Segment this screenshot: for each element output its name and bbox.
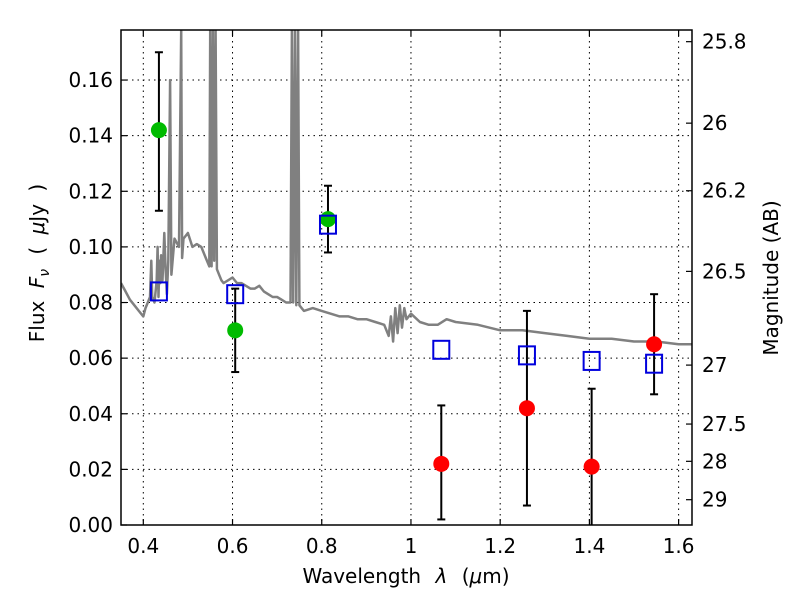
y-tick-label: 0.12 <box>68 179 113 203</box>
nir-flux-point <box>583 458 600 475</box>
y-axis-label-mu: μ <box>25 222 49 236</box>
magnitude-tick-label: 26.2 <box>702 179 747 203</box>
y-tick-label: 0.06 <box>68 346 113 370</box>
magnitude-tick-label: 26 <box>702 111 727 135</box>
y-axis-label-word: Flux <box>25 300 49 342</box>
nir-flux-point <box>518 400 535 417</box>
x-axis-label-word: Wavelength <box>302 564 421 588</box>
x-tick-label: 0.6 <box>217 534 249 558</box>
y-axis-label-close-paren: ) <box>25 184 49 192</box>
optical-flux-point <box>319 211 336 228</box>
axis-ticks: 0.4 0.6 0.8 1 1.2 1.4 1.6 0.00 0.02 0.04 0.06 0.08 0… <box>68 30 746 558</box>
optical-flux-point <box>227 322 244 339</box>
magnitude-tick-label: 28 <box>702 449 727 473</box>
x-tick-label: 1.4 <box>573 534 605 558</box>
y-axis-label-unit: Jy <box>25 204 49 224</box>
magnitude-tick-label: 27.5 <box>702 412 747 436</box>
model-flux-square <box>517 345 536 366</box>
y-tick-label: 0.08 <box>68 291 113 315</box>
model-flux-square <box>582 350 601 371</box>
y-tick-label: 0.04 <box>68 402 113 426</box>
model-spectrum-line <box>121 30 692 346</box>
nir-flux-point <box>646 336 663 353</box>
y-axis-label-nu: ν <box>37 269 53 277</box>
plot-frame <box>120 29 693 526</box>
magnitude-tick-label: 26.5 <box>702 259 747 283</box>
model-flux-square <box>645 353 664 374</box>
error-bars <box>154 51 659 525</box>
model-flux-square <box>226 284 245 305</box>
magnitude-tick-label: 29 <box>702 488 727 512</box>
optical-flux-point <box>150 122 167 139</box>
x-tick-label: 1.6 <box>663 534 695 558</box>
magnitude-tick-label: 25.8 <box>702 30 747 54</box>
x-axis-label-lambda: λ <box>434 564 447 588</box>
x-axis-label-unit: m) <box>482 564 509 588</box>
x-tick-label: 0.4 <box>127 534 159 558</box>
data-markers <box>149 122 664 475</box>
y-axis-label-open-paren: ( <box>25 247 49 255</box>
x-tick-label: 0.8 <box>306 534 338 558</box>
model-flux-square <box>149 281 168 302</box>
magnitude-tick-label: 27 <box>702 353 727 377</box>
y-axis-label-F: F <box>25 276 49 288</box>
x-axis-label-mu: μ <box>469 564 483 588</box>
y-tick-label: 0.02 <box>68 457 113 481</box>
y-tick-label: 0.16 <box>68 68 113 92</box>
nir-flux-point <box>433 455 450 472</box>
x-axis-label: Wavelength λ (μm) <box>302 564 509 588</box>
y-axis-label: Flux Fν ( μJy ) <box>25 184 54 342</box>
model-flux-square <box>318 214 337 235</box>
y-tick-label: 0.00 <box>68 513 113 537</box>
x-axis-label-paren: ( <box>462 564 470 588</box>
y-tick-label: 0.14 <box>68 124 113 148</box>
model-flux-square <box>432 339 451 360</box>
y-tick-label: 0.10 <box>68 235 113 259</box>
grid <box>121 30 692 526</box>
magnitude-axis-label: Magnitude (AB) <box>759 200 783 355</box>
x-tick-label: 1.2 <box>484 534 516 558</box>
x-tick-label: 1 <box>405 534 418 558</box>
